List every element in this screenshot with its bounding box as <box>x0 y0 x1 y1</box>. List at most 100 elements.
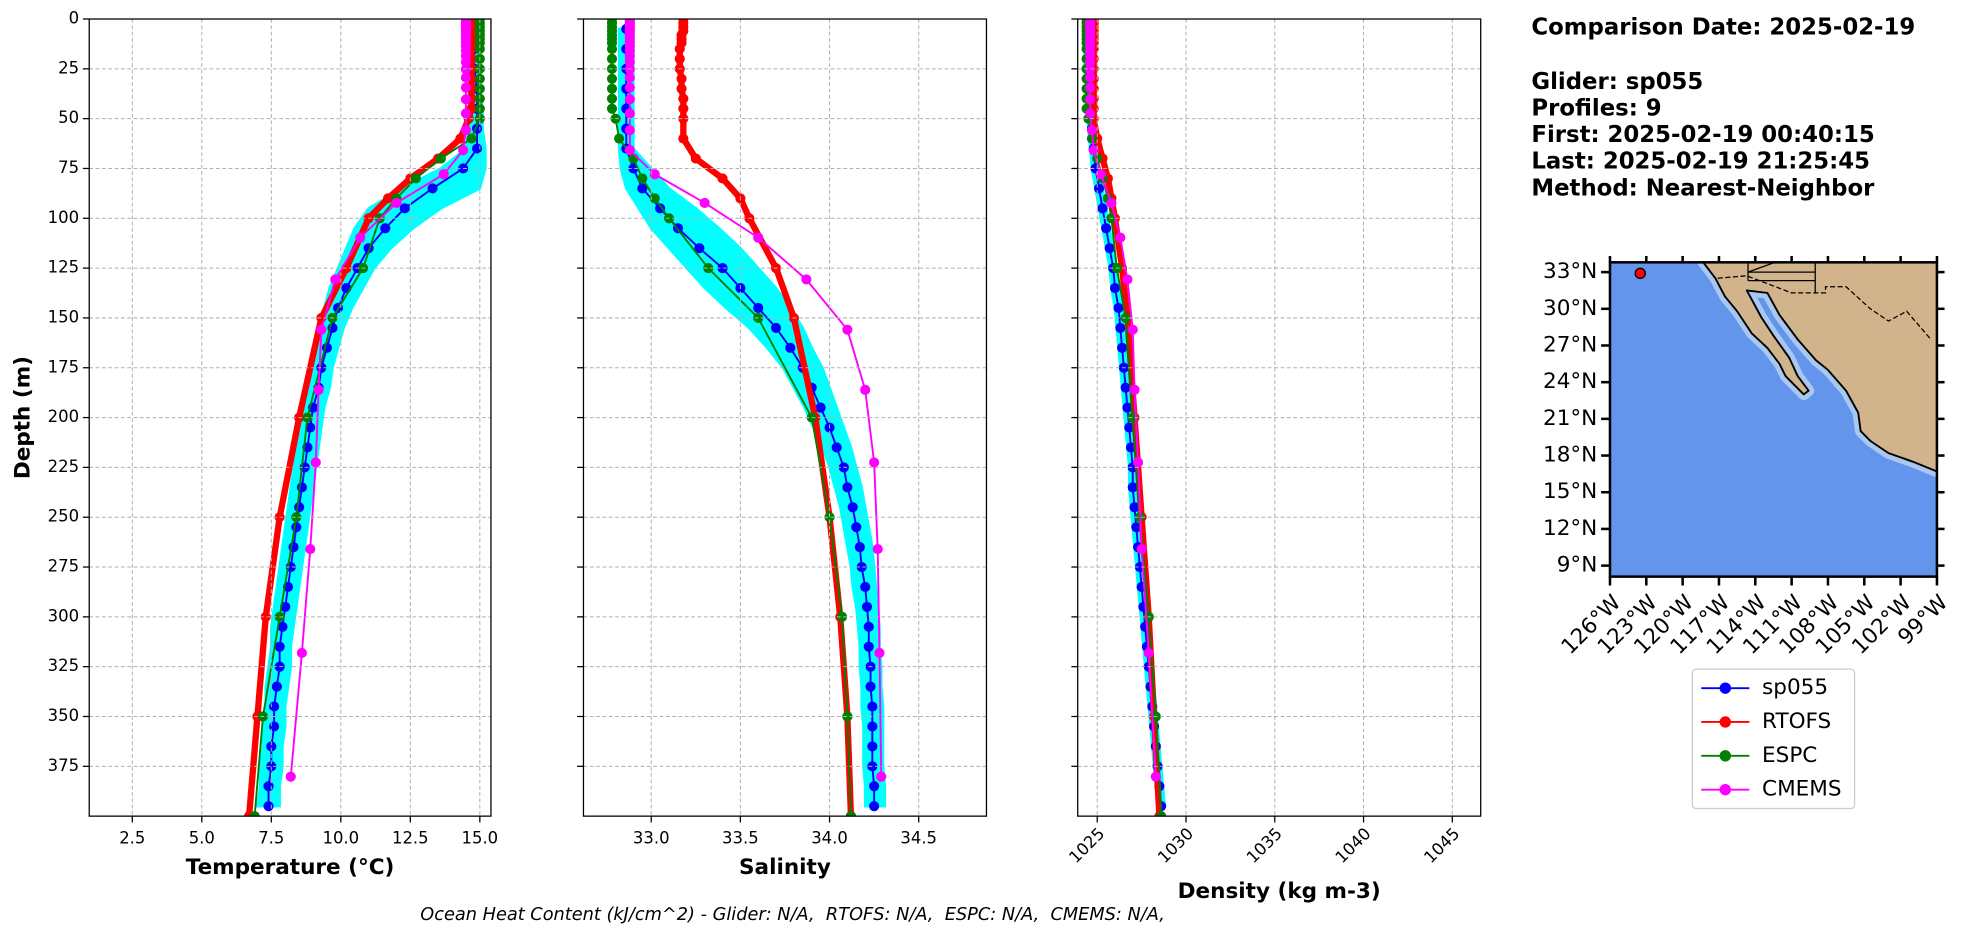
profile-point <box>1115 232 1126 243</box>
profile-point <box>690 153 701 164</box>
profile-point <box>460 56 471 68</box>
profile-point <box>842 324 853 335</box>
profile-point <box>263 801 274 812</box>
info-line: Method: Nearest-Neighbor <box>1531 175 1875 201</box>
profile-point <box>249 811 260 817</box>
profile-point <box>1101 223 1112 234</box>
info-line: First: 2025-02-19 00:40:15 <box>1531 122 1874 148</box>
profile-point <box>1085 64 1096 75</box>
y-tick-label: 200 <box>48 407 79 426</box>
profile-point <box>1120 382 1131 393</box>
profile-point <box>435 153 446 164</box>
profile-point <box>1106 197 1117 209</box>
profile-point <box>1085 82 1096 93</box>
y-tick-label: 18°N <box>1543 443 1597 468</box>
profile-point <box>863 621 874 632</box>
border <box>1717 275 1932 340</box>
y-tick-label: 0 <box>69 9 79 28</box>
profile-point <box>854 542 865 553</box>
profile-point <box>460 94 471 105</box>
x-tick-label: 7.5 <box>258 828 284 847</box>
profile-point <box>383 193 394 204</box>
profile-point <box>266 761 277 772</box>
profile-point <box>263 781 274 792</box>
profile-point <box>355 232 366 243</box>
legend-label: sp055 <box>1762 675 1828 700</box>
y-tick-label: 75 <box>58 158 79 177</box>
profile-point <box>606 43 618 54</box>
profile-point <box>856 561 867 573</box>
profile-point <box>606 103 618 114</box>
profile-point <box>455 133 466 144</box>
profile-point <box>1113 302 1124 314</box>
x-tick-label: 33.0 <box>633 828 670 847</box>
profile-point <box>717 263 728 274</box>
profile-point <box>260 611 271 622</box>
profile-point <box>649 169 660 180</box>
profile-spread <box>617 27 887 808</box>
x-tick-label: 2.5 <box>119 828 145 847</box>
profile-point <box>624 125 635 136</box>
profile-point <box>1097 203 1108 214</box>
profile-point <box>867 721 878 732</box>
profile-point <box>842 482 853 493</box>
y-tick-label: 325 <box>48 656 79 675</box>
profile-point <box>678 113 689 124</box>
y-tick-label: 25 <box>58 58 79 77</box>
profile-point <box>313 384 324 395</box>
profile-point <box>836 611 848 622</box>
profile-point <box>316 324 327 335</box>
y-tick-label: 30°N <box>1543 296 1597 321</box>
profile-point <box>674 53 685 64</box>
x-tick-label: 34.5 <box>900 828 937 847</box>
profile-point <box>458 145 469 156</box>
profile-point <box>606 83 618 94</box>
x-axis-label: Density (kg m-3) <box>1178 879 1381 904</box>
profile-point <box>869 801 880 812</box>
profile-point <box>624 56 635 68</box>
profile-point <box>474 43 485 54</box>
profile-point <box>438 169 449 180</box>
profile-point <box>1085 72 1096 83</box>
profile-point <box>674 43 685 54</box>
y-tick-label: 300 <box>48 606 79 625</box>
profile-point <box>874 647 885 658</box>
profile-point <box>296 647 307 658</box>
profile-point <box>277 621 288 632</box>
profile-point <box>861 601 873 612</box>
profile-point <box>1085 56 1096 68</box>
profile-point <box>606 53 618 64</box>
profile-point <box>291 522 302 533</box>
x-tick-label: 1035 <box>1243 824 1286 867</box>
y-tick-label: 24°N <box>1543 369 1597 394</box>
profile-point <box>624 145 635 156</box>
profile-point <box>1115 322 1126 333</box>
y-tick-label: 15°N <box>1543 479 1597 504</box>
profile-point <box>703 263 714 274</box>
profile-point <box>678 93 689 104</box>
axes-frame <box>582 18 988 817</box>
profile-point <box>872 544 883 555</box>
profile-point <box>606 73 618 84</box>
state-line <box>1747 262 1816 273</box>
plot-area <box>606 19 887 817</box>
y-tick-label: 33°N <box>1543 259 1597 284</box>
profile-point <box>824 512 835 523</box>
profile-point <box>310 457 321 468</box>
profile-point <box>867 741 878 752</box>
axes-frame <box>88 18 492 817</box>
profile-point <box>876 771 887 782</box>
profile-point <box>624 72 635 83</box>
profile-point <box>410 173 421 184</box>
profile-point <box>1122 274 1133 285</box>
map-area <box>1609 262 1937 577</box>
y-tick-label: 100 <box>48 208 79 227</box>
land <box>1702 262 1937 473</box>
legend-marker <box>1719 783 1732 796</box>
x-tick-label: 15.0 <box>461 828 498 847</box>
legend: sp055 RTOFS ESPC CMEMS <box>1691 668 1856 810</box>
x-tick-label: 1025 <box>1065 824 1108 867</box>
y-tick-label: 12°N <box>1543 516 1597 541</box>
